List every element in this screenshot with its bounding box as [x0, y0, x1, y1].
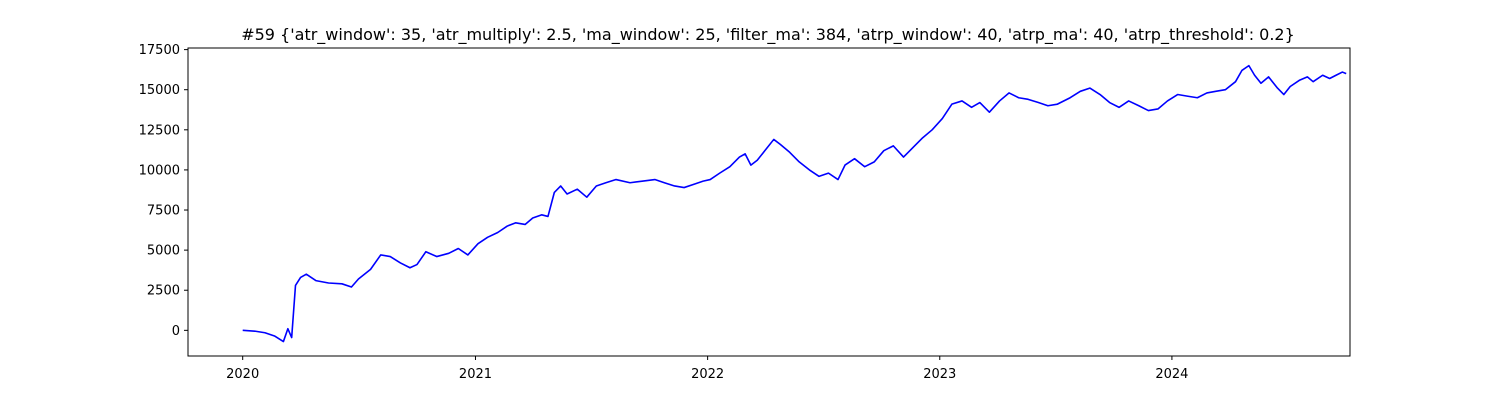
y-tick-label-10000: 10000 — [139, 163, 180, 178]
y-tick-label-7500: 7500 — [147, 204, 180, 219]
x-tick-label-2023: 2023 — [923, 367, 956, 382]
y-tick-label-15000: 15000 — [139, 83, 180, 98]
y-tick-label-12500: 12500 — [139, 123, 180, 138]
y-tick-label-5000: 5000 — [147, 244, 180, 259]
x-tick-label-2021: 2021 — [459, 367, 492, 382]
series-line-0 — [242, 64, 1347, 343]
x-tick-label-2024: 2024 — [1155, 367, 1188, 382]
y-axis: 0 2500 5000 7500 10000 12500 15000 17500 — [139, 43, 188, 339]
x-tick-label-2020: 2020 — [226, 367, 259, 382]
x-tick-label-2022: 2022 — [691, 367, 724, 382]
x-axis: 2020 2021 2022 2023 2024 — [226, 356, 1188, 382]
y-tick-label-0: 0 — [172, 324, 180, 339]
y-tick-label-2500: 2500 — [147, 284, 180, 299]
plot-area — [242, 64, 1347, 343]
plot-frame — [187, 47, 1351, 357]
chart-title: #59 {'atr_window': 35, 'atr_multiply': 2… — [241, 25, 1295, 45]
y-tick-label-17500: 17500 — [139, 43, 180, 58]
